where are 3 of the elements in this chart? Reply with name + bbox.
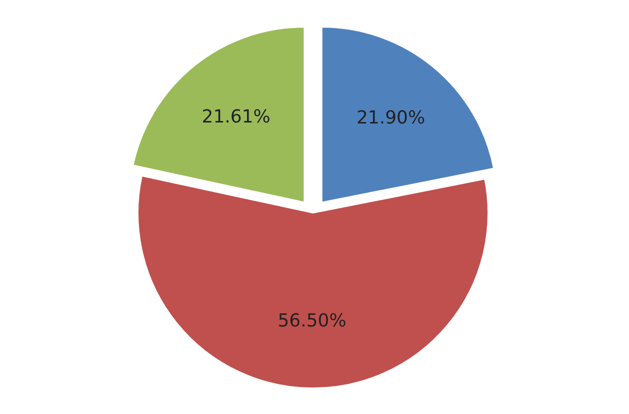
data-label: 56.50%: [278, 310, 346, 332]
data-label: 21.90%: [356, 107, 426, 128]
data-label: 21.61%: [202, 106, 270, 128]
